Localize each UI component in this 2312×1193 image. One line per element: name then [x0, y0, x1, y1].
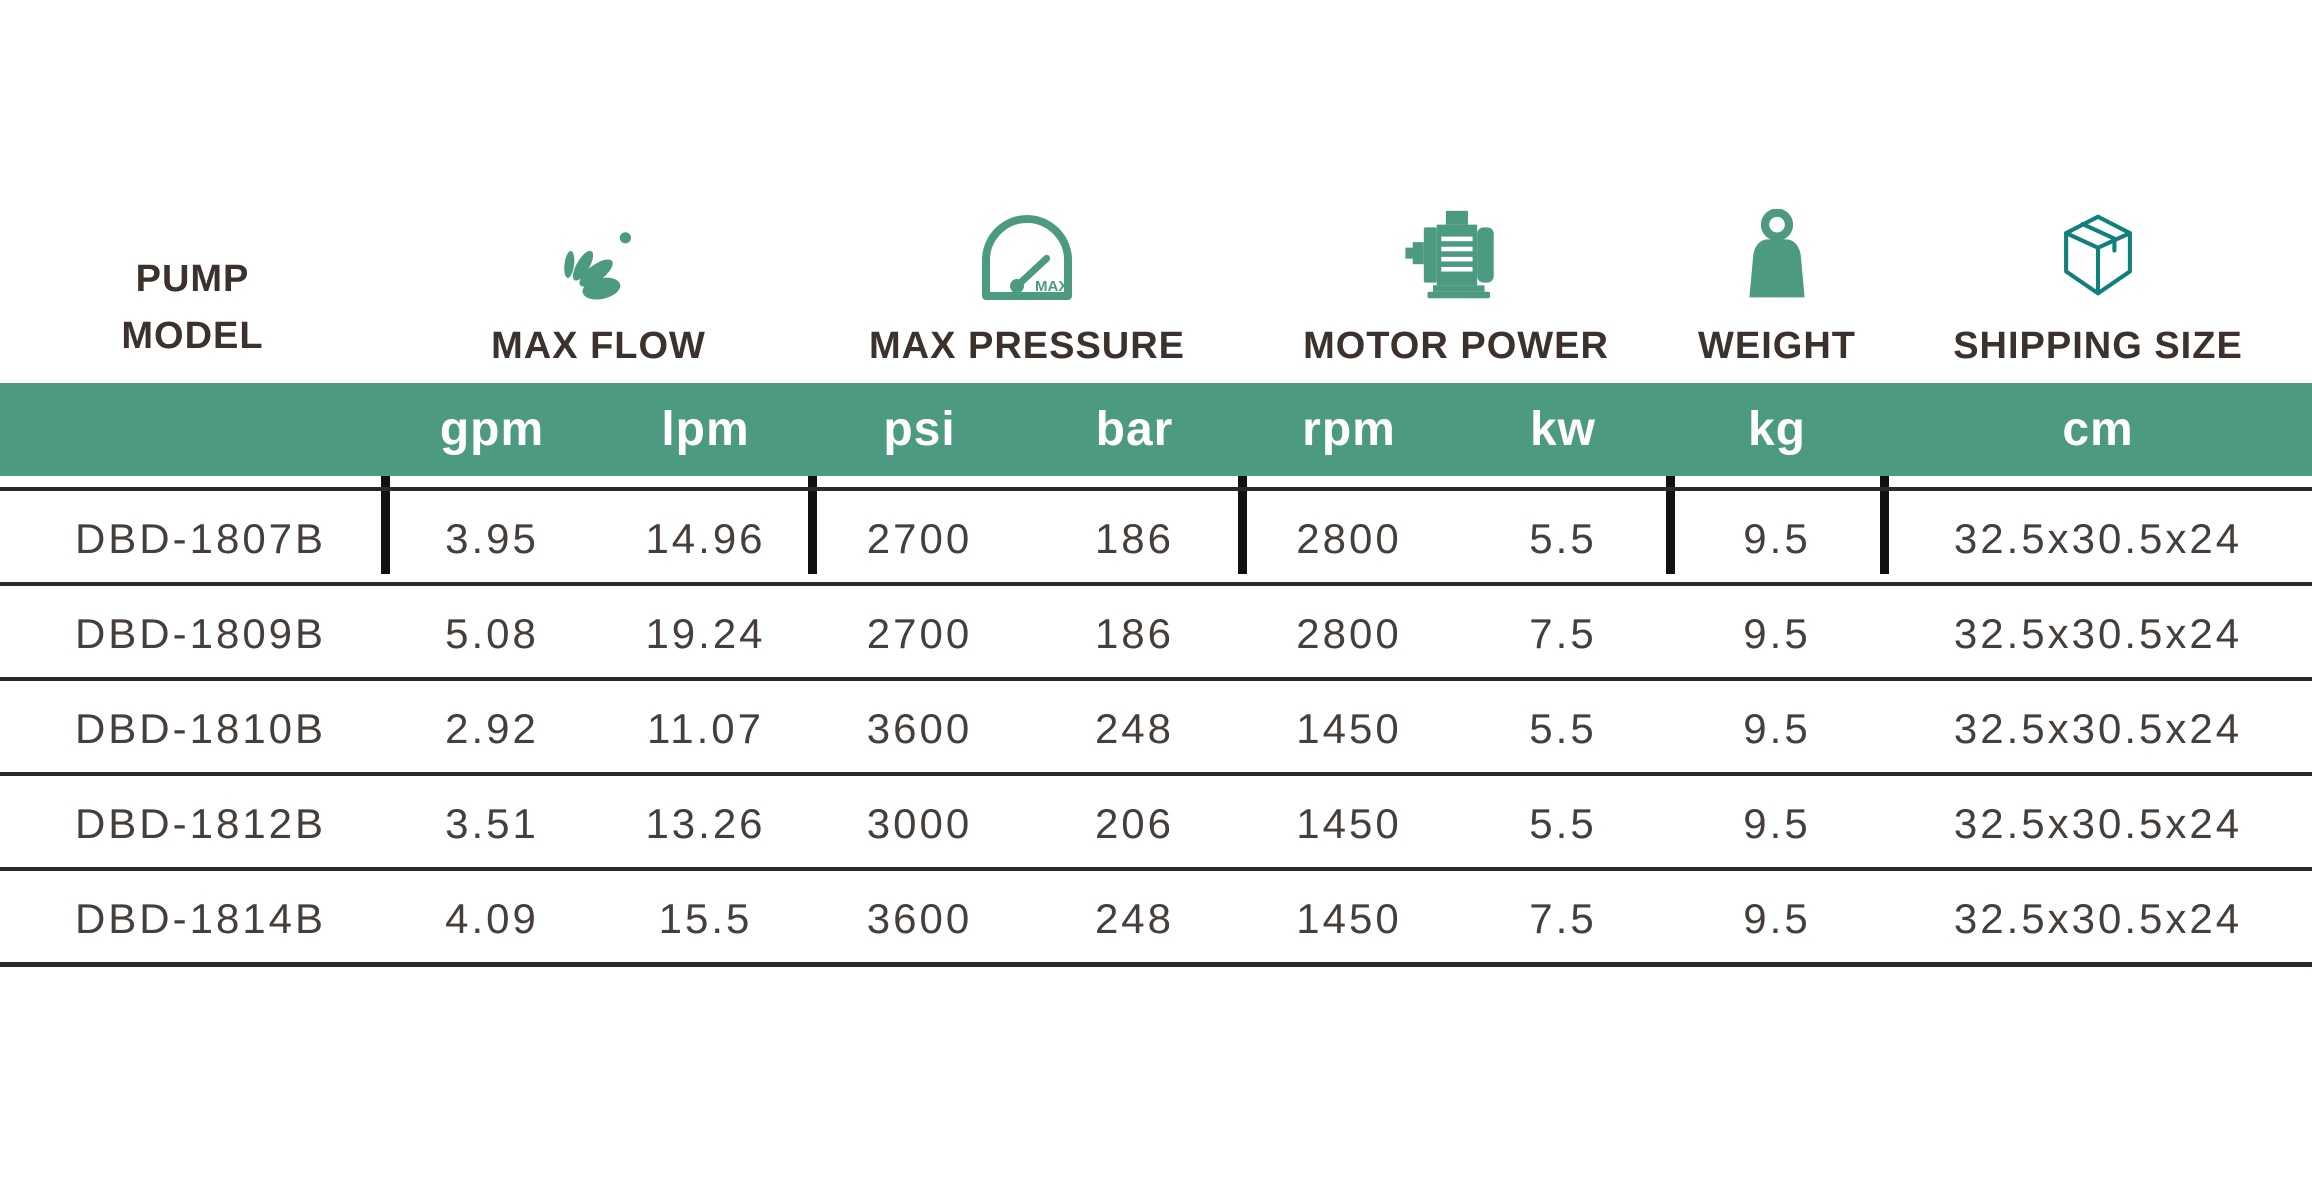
cell-model: DBD-1807B — [74, 514, 327, 562]
cell-psi: 2700 — [866, 609, 973, 657]
cell-gpm: 5.08 — [445, 609, 539, 657]
pump-model-title: PUMP MODEL — [121, 251, 263, 365]
box-icon — [2057, 209, 2139, 301]
cell-kg: 9.5 — [1743, 514, 1811, 562]
cell-kw: 5.5 — [1529, 799, 1597, 847]
unit-band: gpm lpm psi bar rpm kw kg cm — [0, 383, 2312, 476]
header-group-weight: WEIGHT — [1670, 208, 1884, 383]
weight-title: WEIGHT — [1698, 325, 1856, 367]
unit-kg: kg — [1747, 403, 1806, 456]
header-divider — [381, 448, 390, 574]
unit-psi: psi — [883, 403, 956, 456]
cell-lpm: 19.24 — [645, 609, 766, 657]
header-divider — [808, 448, 817, 574]
cell-lpm: 15.5 — [658, 894, 753, 942]
shipping-size-title: SHIPPING SIZE — [1953, 325, 2243, 367]
cell-size: 32.5x30.5x24 — [1953, 609, 2243, 657]
header-divider — [1238, 448, 1247, 574]
gauge-icon: MAX — [977, 213, 1077, 301]
cell-bar: 186 — [1094, 514, 1175, 562]
unit-kw: kw — [1529, 403, 1597, 456]
cell-gpm: 3.95 — [445, 514, 539, 562]
table-bottom-line — [0, 962, 2312, 967]
header-group-pump-model: PUMP MODEL — [0, 210, 385, 383]
unit-cm: cm — [2062, 403, 2134, 456]
weight-icon — [1739, 208, 1815, 301]
cell-rpm: 2800 — [1296, 609, 1402, 657]
table-row: DBD-1809B 5.08 19.24 2700 186 2800 7.5 9… — [0, 582, 2312, 677]
cell-kw: 7.5 — [1529, 609, 1597, 657]
cell-kw: 5.5 — [1529, 704, 1597, 752]
motor-power-title: MOTOR POWER — [1303, 325, 1609, 367]
unit-rpm: rpm — [1302, 403, 1396, 456]
cell-bar: 186 — [1094, 609, 1175, 657]
header-group-motor-power: MOTOR POWER — [1242, 210, 1670, 383]
table-header-row: PUMP MODEL MAX FLOW — [0, 208, 2312, 574]
header-group-shipping-size: SHIPPING SIZE — [1884, 210, 2312, 383]
motor-icon — [1403, 209, 1509, 301]
cell-kg: 9.5 — [1743, 799, 1811, 847]
cell-lpm: 14.96 — [645, 514, 766, 562]
cell-rpm: 1450 — [1296, 704, 1402, 752]
max-flow-title: MAX FLOW — [491, 325, 706, 367]
cell-model: DBD-1814B — [74, 894, 327, 942]
cell-psi: 2700 — [866, 514, 973, 562]
cell-model: DBD-1809B — [74, 609, 327, 657]
gauge-max-label: MAX — [1035, 278, 1068, 295]
cell-rpm: 1450 — [1296, 894, 1402, 942]
cell-bar: 248 — [1094, 894, 1175, 942]
cell-bar: 248 — [1094, 704, 1175, 752]
table-row: DBD-1807B 3.95 14.96 2700 186 2800 5.5 9… — [0, 487, 2312, 582]
header-divider — [1880, 448, 1889, 574]
pump-model-title-line1: PUMP — [135, 258, 250, 300]
cell-lpm: 11.07 — [647, 704, 764, 752]
cell-model: DBD-1812B — [74, 799, 327, 847]
unit-lpm: lpm — [661, 403, 750, 456]
table-row: DBD-1812B 3.51 13.26 3000 206 1450 5.5 9… — [0, 772, 2312, 867]
max-pressure-title: MAX PRESSURE — [868, 325, 1186, 367]
cell-kg: 9.5 — [1743, 894, 1811, 942]
table-row: DBD-1810B 2.92 11.07 3600 248 1450 5.5 9… — [0, 677, 2312, 772]
cell-lpm: 13.26 — [645, 799, 766, 847]
cell-size: 32.5x30.5x24 — [1953, 894, 2243, 942]
cell-kg: 9.5 — [1743, 609, 1811, 657]
cell-size: 32.5x30.5x24 — [1953, 514, 2243, 562]
cell-gpm: 3.51 — [445, 799, 539, 847]
cell-gpm: 4.09 — [445, 894, 539, 942]
header-group-max-flow: MAX FLOW — [385, 210, 812, 383]
cell-psi: 3600 — [866, 894, 973, 942]
splash-icon — [559, 221, 639, 301]
cell-model: DBD-1810B — [74, 704, 327, 752]
unit-bar: bar — [1095, 403, 1174, 456]
cell-size: 32.5x30.5x24 — [1953, 704, 2243, 752]
cell-psi: 3000 — [866, 799, 973, 847]
header-divider — [1666, 448, 1675, 574]
unit-band-spacer — [0, 383, 385, 476]
cell-rpm: 1450 — [1296, 799, 1402, 847]
pump-model-title-line2: MODEL — [121, 315, 264, 357]
table-body: DBD-1807B 3.95 14.96 2700 186 2800 5.5 9… — [0, 487, 2312, 967]
unit-gpm: gpm — [439, 403, 545, 456]
cell-kg: 9.5 — [1743, 704, 1811, 752]
cell-rpm: 2800 — [1296, 514, 1402, 562]
cell-gpm: 2.92 — [445, 704, 539, 752]
cell-kw: 5.5 — [1529, 514, 1597, 562]
cell-kw: 7.5 — [1529, 894, 1597, 942]
cell-bar: 206 — [1094, 799, 1175, 847]
cell-size: 32.5x30.5x24 — [1953, 799, 2243, 847]
header-group-max-pressure: MAX MAX PRESSURE — [812, 210, 1242, 383]
table-row: DBD-1814B 4.09 15.5 3600 248 1450 7.5 9.… — [0, 867, 2312, 962]
cell-psi: 3600 — [866, 704, 973, 752]
